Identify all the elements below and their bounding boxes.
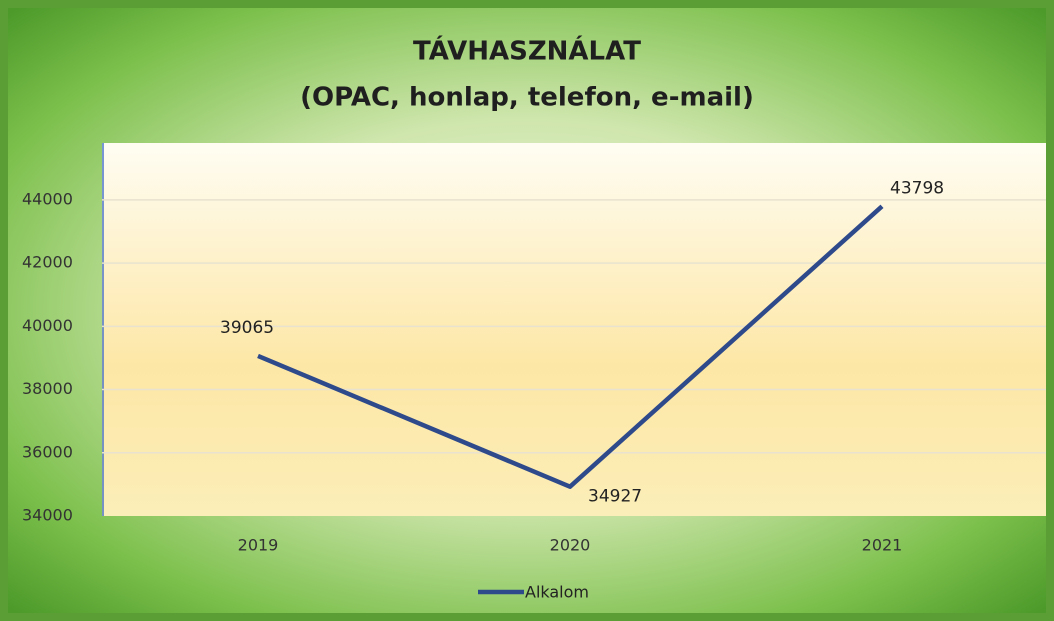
y-tick-label: 34000 xyxy=(22,506,73,525)
x-tick-label: 2019 xyxy=(238,536,279,555)
y-tick-label: 38000 xyxy=(22,379,73,398)
series-line xyxy=(257,204,884,489)
x-tick-label: 2020 xyxy=(550,536,591,555)
data-label: 39065 xyxy=(220,318,274,338)
data-label: 43798 xyxy=(890,178,944,198)
chart-title: TÁVHASZNÁLAT xyxy=(413,35,641,67)
chart-subtitle: (OPAC, honlap, telefon, e-mail) xyxy=(300,83,754,113)
data-label: 34927 xyxy=(588,487,642,507)
y-tick-label: 44000 xyxy=(22,189,73,208)
y-tick-label: 36000 xyxy=(22,442,73,461)
plot-area xyxy=(102,143,1046,516)
legend-label: Alkalom xyxy=(525,583,589,602)
y-tick-label: 42000 xyxy=(22,253,73,272)
y-tick-label: 40000 xyxy=(22,316,73,335)
x-tick-label: 2021 xyxy=(862,536,903,555)
